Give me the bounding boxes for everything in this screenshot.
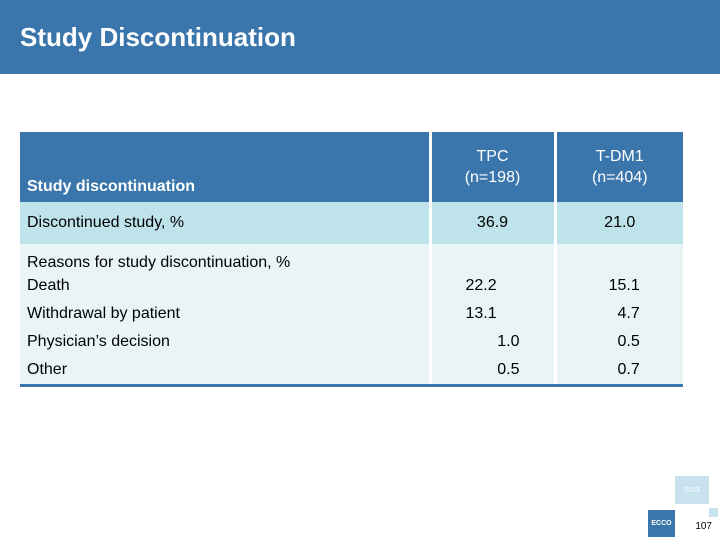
table-row-discontinued: Discontinued study, % 36.9 21.0 [20, 202, 683, 244]
header-tdm1-name: T-DM1 [595, 148, 644, 165]
table-row: Physician’s decision 1.0 0.5 [20, 328, 683, 356]
badge-tab [709, 508, 718, 517]
value: 0.5 [617, 333, 640, 350]
cell-empty [428, 244, 555, 272]
cell-tpc: 22.2 [428, 272, 555, 300]
header-tdm1: T-DM1 (n=404) [553, 132, 683, 202]
row-label: Withdrawal by patient [20, 300, 430, 328]
row-label: Discontinued study, % [20, 202, 430, 244]
conference-badge: 2013 [675, 476, 709, 504]
header-tdm1-n: (n=404) [591, 169, 648, 186]
cell-tdm1: 4.7 [553, 300, 683, 328]
cell-tdm1: 21.0 [553, 202, 683, 244]
page-number: 107 [695, 521, 712, 532]
table-row: Other 0.5 0.7 [20, 356, 683, 387]
header-tpc: TPC (n=198) [428, 132, 555, 202]
value: 13.1 [465, 305, 497, 322]
header-tpc-n: (n=198) [464, 169, 521, 186]
page-title: Study Discontinuation [20, 22, 296, 52]
cell-tpc: 1.0 [428, 328, 555, 356]
value: 1.0 [497, 333, 520, 350]
table-header-row: Study discontinuation TPC (n=198) T-DM1 … [20, 132, 683, 202]
table-row-reasons-heading: Reasons for study discontinuation, % [20, 244, 683, 272]
section-label: Reasons for study discontinuation, % [20, 244, 430, 272]
row-label: Death [20, 272, 430, 300]
value: 0.5 [497, 361, 520, 378]
cell-tpc: 0.5 [428, 356, 555, 387]
cell-empty [553, 244, 683, 272]
cell-tdm1: 0.7 [553, 356, 683, 387]
cell-tdm1: 15.1 [553, 272, 683, 300]
value: 15.1 [608, 277, 640, 294]
value: 22.2 [465, 277, 497, 294]
title-bar: Study Discontinuation [0, 0, 720, 74]
header-label: Study discontinuation [20, 132, 430, 202]
logo: ECCO [648, 510, 675, 537]
header-tpc-name: TPC [476, 148, 509, 165]
table-row: Death 22.2 15.1 [20, 272, 683, 300]
value: 4.7 [617, 305, 640, 322]
cell-tpc: 36.9 [428, 202, 555, 244]
row-label: Other [20, 356, 430, 387]
row-label: Physician’s decision [20, 328, 430, 356]
discontinuation-table: Study discontinuation TPC (n=198) T-DM1 … [20, 132, 683, 387]
value: 0.7 [617, 361, 640, 378]
cell-tdm1: 0.5 [553, 328, 683, 356]
cell-tpc: 13.1 [428, 300, 555, 328]
table-row: Withdrawal by patient 13.1 4.7 [20, 300, 683, 328]
